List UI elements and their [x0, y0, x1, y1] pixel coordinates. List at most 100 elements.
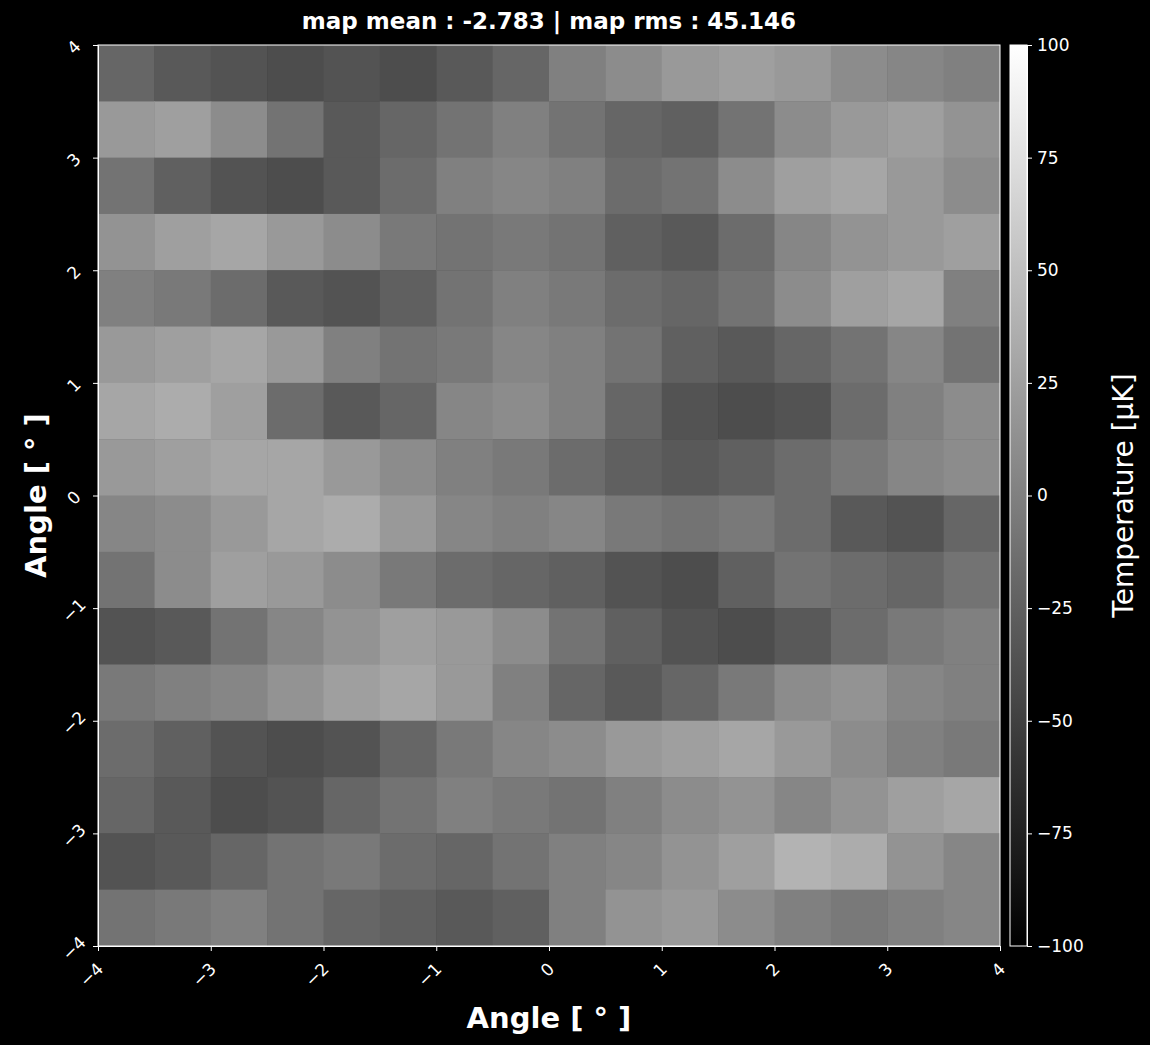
- heatmap-cell: [605, 664, 662, 721]
- tick: −3: [188, 946, 220, 991]
- heatmap-cell: [324, 214, 381, 271]
- tick: −1: [58, 594, 98, 626]
- heatmap-cell: [944, 45, 1000, 102]
- heatmap-cell: [380, 270, 437, 327]
- heatmap-cell: [211, 45, 268, 102]
- chart: −4−3−2−101234−4−3−2−101234−100−75−50−250…: [0, 0, 1150, 1045]
- heatmap-cell: [211, 101, 268, 158]
- heatmap-cell: [549, 608, 606, 665]
- heatmap-cell: [831, 496, 888, 553]
- heatmap-cell: [605, 383, 662, 440]
- heatmap-cell: [944, 608, 1000, 665]
- heatmap-cell: [324, 45, 381, 102]
- tick-mark: [93, 383, 98, 384]
- heatmap-cell: [718, 270, 775, 327]
- heatmap-cell: [436, 608, 493, 665]
- heatmap-cell: [493, 45, 550, 102]
- tick-mark: [1000, 946, 1001, 951]
- heatmap-cell: [775, 721, 832, 778]
- heatmap-cell: [944, 496, 1000, 553]
- heatmap-cell: [211, 664, 268, 721]
- heatmap-cell: [944, 270, 1000, 327]
- heatmap-cell: [154, 214, 211, 271]
- tick-label: 2: [63, 262, 85, 284]
- heatmap-cell: [775, 833, 832, 890]
- heatmap-cell: [605, 721, 662, 778]
- tick: 2: [63, 262, 98, 284]
- heatmap-cell: [98, 383, 155, 440]
- tick-label: −2: [58, 707, 90, 739]
- tick-label: 1: [63, 374, 85, 396]
- tick-mark: [93, 45, 98, 46]
- heatmap-cell: [662, 721, 719, 778]
- heatmap-cell: [662, 101, 719, 158]
- heatmap-cell: [324, 552, 381, 609]
- heatmap-cell: [493, 383, 550, 440]
- heatmap-cell: [493, 327, 550, 384]
- heatmap-cell: [436, 101, 493, 158]
- heatmap-cell: [831, 214, 888, 271]
- heatmap-cell: [775, 270, 832, 327]
- tick-mark: [1027, 721, 1032, 722]
- heatmap-cell: [324, 833, 381, 890]
- heatmap-cell: [380, 833, 437, 890]
- heatmap-cell: [267, 214, 324, 271]
- tick-label: −1: [414, 959, 446, 991]
- heatmap-cell: [944, 777, 1000, 834]
- heatmap-cell: [718, 45, 775, 102]
- heatmap-cell: [267, 552, 324, 609]
- heatmap-cell: [775, 496, 832, 553]
- heatmap-cell: [211, 270, 268, 327]
- heatmap-cell: [436, 833, 493, 890]
- heatmap-cell: [662, 833, 719, 890]
- tick-mark: [775, 946, 776, 951]
- heatmap-cell: [154, 45, 211, 102]
- heatmap-cell: [380, 552, 437, 609]
- heatmap-cell: [211, 777, 268, 834]
- tick-mark: [324, 946, 325, 951]
- tick: 75: [1027, 148, 1059, 168]
- heatmap-cell: [831, 158, 888, 215]
- heatmap-cell: [493, 608, 550, 665]
- axis-line: [93, 46, 99, 947]
- heatmap-cell: [549, 45, 606, 102]
- heatmap-cell: [154, 496, 211, 553]
- tick-mark: [1027, 45, 1032, 46]
- heatmap-cell: [887, 158, 944, 215]
- heatmap-cell: [718, 327, 775, 384]
- heatmap-cell: [436, 496, 493, 553]
- heatmap-cell: [211, 439, 268, 496]
- heatmap-cell: [380, 608, 437, 665]
- heatmap-cell: [154, 721, 211, 778]
- heatmap-cell: [775, 439, 832, 496]
- heatmap-cell: [324, 158, 381, 215]
- heatmap-cell: [718, 101, 775, 158]
- y-axis-title: Angle [ ° ]: [19, 413, 53, 578]
- tick-mark: [549, 946, 550, 951]
- heatmap-cell: [662, 608, 719, 665]
- heatmap-cell: [436, 664, 493, 721]
- heatmap-cell: [436, 45, 493, 102]
- tick-mark: [887, 946, 888, 951]
- heatmap-cell: [718, 496, 775, 553]
- heatmap-cell: [324, 496, 381, 553]
- heatmap-cell: [154, 383, 211, 440]
- heatmap-cell: [493, 721, 550, 778]
- heatmap-cell: [211, 496, 268, 553]
- tick-mark: [93, 158, 98, 159]
- heatmap-cell: [662, 552, 719, 609]
- heatmap-cell: [944, 383, 1000, 440]
- heatmap-cell: [436, 777, 493, 834]
- heatmap-cell: [662, 158, 719, 215]
- heatmap-cell: [831, 833, 888, 890]
- heatmap-cell: [775, 552, 832, 609]
- heatmap-cell: [549, 101, 606, 158]
- tick-label: 2: [762, 959, 784, 981]
- heatmap-cell: [887, 664, 944, 721]
- tick-mark: [1027, 833, 1032, 834]
- heatmap-cell: [549, 270, 606, 327]
- colorbar-title: Temperature [μK]: [1107, 373, 1140, 618]
- heatmap-cell: [831, 327, 888, 384]
- heatmap-cell: [380, 101, 437, 158]
- heatmap-cell: [775, 608, 832, 665]
